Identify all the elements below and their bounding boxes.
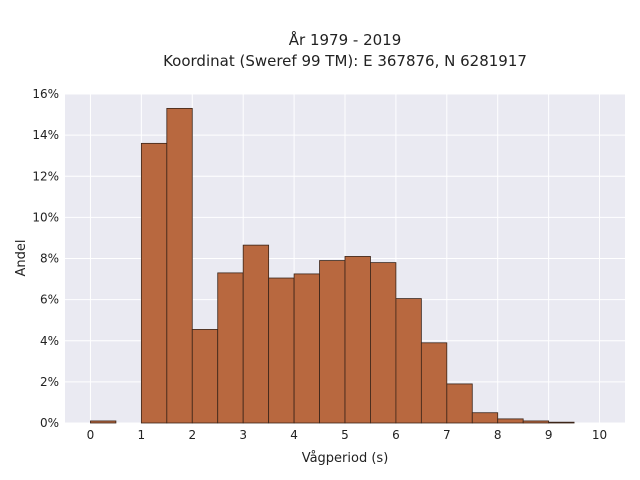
histogram-bar bbox=[217, 272, 244, 424]
histogram-bar bbox=[420, 342, 448, 424]
histogram-bar bbox=[522, 420, 550, 424]
x-axis-ticks: 0 1 2 3 4 5 6 7 8 9 10 bbox=[87, 428, 608, 442]
y-tick-label: 0% bbox=[40, 416, 59, 430]
y-tick-label: 2% bbox=[40, 375, 59, 389]
histogram-bar bbox=[395, 298, 422, 424]
y-tick-label: 8% bbox=[40, 252, 59, 266]
x-tick-label: 1 bbox=[138, 428, 146, 442]
histogram-bar bbox=[344, 256, 371, 424]
x-tick-label: 0 bbox=[87, 428, 95, 442]
y-axis-ticks: 0% 2% 4% 6% 8% 10% 12% 14% 16% bbox=[32, 87, 59, 430]
y-axis-label: Andel bbox=[14, 240, 29, 277]
histogram-bar bbox=[90, 420, 117, 424]
y-tick-label: 14% bbox=[32, 128, 59, 142]
x-tick-label: 5 bbox=[341, 428, 349, 442]
histogram-bar bbox=[268, 277, 295, 424]
y-tick-label: 16% bbox=[32, 87, 59, 101]
x-tick-label: 7 bbox=[443, 428, 451, 442]
histogram-bar bbox=[471, 412, 499, 424]
y-tick-label: 12% bbox=[32, 169, 59, 183]
histogram-bar bbox=[548, 421, 575, 424]
histogram-bar bbox=[140, 142, 168, 424]
x-tick-label: 6 bbox=[392, 428, 400, 442]
y-tick-label: 6% bbox=[40, 293, 59, 307]
chart-title-line2: Koordinat (Sweref 99 TM): E 367876, N 62… bbox=[163, 52, 527, 70]
histogram-bar bbox=[191, 329, 219, 424]
histogram-bar bbox=[497, 418, 524, 424]
x-tick-label: 9 bbox=[545, 428, 553, 442]
x-tick-label: 4 bbox=[290, 428, 298, 442]
chart-title-line1: År 1979 - 2019 bbox=[289, 30, 402, 49]
histogram-bar bbox=[370, 262, 397, 424]
x-tick-label: 2 bbox=[188, 428, 196, 442]
bars-group bbox=[90, 107, 575, 424]
x-tick-label: 8 bbox=[494, 428, 502, 442]
histogram-bar bbox=[446, 383, 473, 424]
histogram-bar bbox=[166, 107, 193, 424]
histogram-bar bbox=[242, 244, 270, 424]
x-tick-label: 3 bbox=[239, 428, 247, 442]
x-axis-label: Vågperiod (s) bbox=[302, 451, 389, 466]
x-tick-label: 10 bbox=[592, 428, 607, 442]
histogram-bar bbox=[293, 273, 320, 424]
y-tick-label: 10% bbox=[32, 210, 59, 224]
y-tick-label: 4% bbox=[40, 334, 59, 348]
histogram-bar bbox=[319, 260, 346, 424]
